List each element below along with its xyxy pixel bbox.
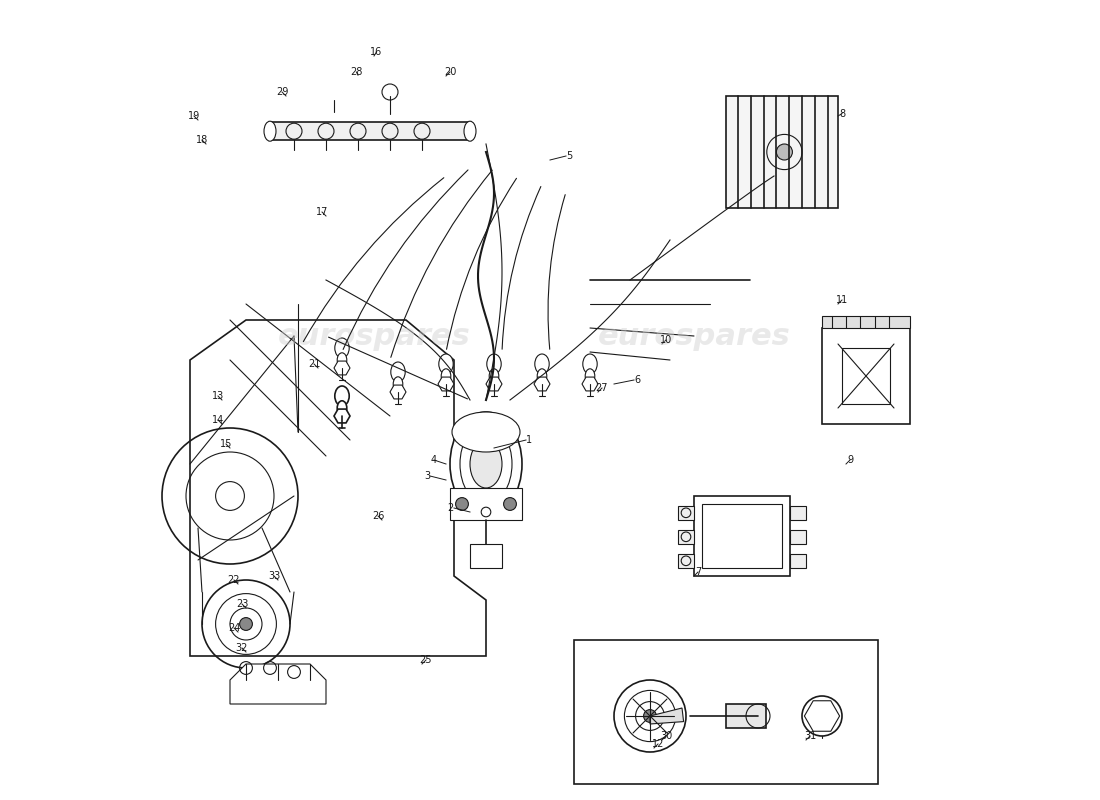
Text: 3: 3 — [424, 471, 430, 481]
Ellipse shape — [390, 362, 405, 382]
Bar — [790, 554, 806, 568]
Polygon shape — [650, 708, 683, 724]
Text: 11: 11 — [836, 295, 848, 305]
Text: 7: 7 — [695, 567, 701, 577]
Text: 21: 21 — [308, 359, 320, 369]
Text: 13: 13 — [212, 391, 224, 401]
Polygon shape — [486, 377, 502, 391]
Text: 18: 18 — [196, 135, 208, 145]
Ellipse shape — [338, 401, 346, 415]
Text: 33: 33 — [268, 571, 280, 581]
Text: 9: 9 — [847, 455, 854, 465]
Circle shape — [504, 498, 516, 510]
Polygon shape — [230, 664, 326, 704]
Ellipse shape — [487, 354, 502, 374]
Ellipse shape — [264, 122, 276, 141]
Text: 23: 23 — [235, 599, 249, 609]
Text: 14: 14 — [212, 415, 224, 425]
Text: 2: 2 — [448, 503, 454, 513]
Bar — [702, 504, 782, 568]
Ellipse shape — [441, 369, 451, 383]
Bar — [842, 348, 890, 404]
Text: 27: 27 — [596, 383, 608, 393]
Text: 15: 15 — [220, 439, 232, 449]
Text: eurospares: eurospares — [277, 322, 471, 350]
Bar — [790, 530, 806, 544]
Text: 1: 1 — [526, 435, 532, 445]
Circle shape — [216, 482, 244, 510]
Bar — [470, 544, 502, 568]
Text: 6: 6 — [634, 375, 640, 385]
Polygon shape — [534, 377, 550, 391]
Bar — [790, 506, 806, 520]
Text: eurospares: eurospares — [597, 322, 791, 350]
Polygon shape — [334, 409, 350, 423]
Circle shape — [777, 144, 792, 160]
Bar — [574, 640, 878, 784]
Polygon shape — [804, 701, 839, 731]
Bar — [678, 554, 694, 568]
Text: 20: 20 — [443, 67, 456, 77]
Ellipse shape — [450, 412, 522, 516]
Ellipse shape — [439, 354, 453, 374]
Ellipse shape — [583, 354, 597, 374]
Bar — [678, 530, 694, 544]
Ellipse shape — [334, 386, 349, 406]
Text: 30: 30 — [660, 731, 672, 741]
Ellipse shape — [338, 353, 346, 367]
Ellipse shape — [490, 369, 498, 383]
Ellipse shape — [585, 369, 595, 383]
Ellipse shape — [334, 338, 349, 358]
Text: 29: 29 — [276, 87, 288, 97]
Text: 8: 8 — [839, 109, 845, 118]
Text: 16: 16 — [371, 47, 383, 57]
Ellipse shape — [470, 440, 502, 488]
Bar — [726, 96, 838, 208]
Polygon shape — [438, 377, 454, 391]
Bar — [678, 506, 694, 520]
Text: 24: 24 — [228, 623, 240, 633]
Bar — [726, 704, 766, 728]
Text: 19: 19 — [188, 111, 200, 121]
Ellipse shape — [460, 424, 512, 504]
Bar — [270, 122, 470, 140]
Text: 22: 22 — [228, 575, 240, 585]
Text: 10: 10 — [660, 335, 672, 345]
Circle shape — [455, 498, 469, 510]
Bar — [694, 496, 790, 576]
Polygon shape — [582, 377, 598, 391]
Ellipse shape — [535, 354, 549, 374]
Text: 5: 5 — [566, 151, 572, 161]
Text: 26: 26 — [372, 511, 384, 521]
Ellipse shape — [452, 412, 520, 452]
Polygon shape — [190, 320, 486, 656]
Circle shape — [240, 618, 252, 630]
Ellipse shape — [537, 369, 547, 383]
Ellipse shape — [464, 122, 476, 141]
Polygon shape — [390, 385, 406, 399]
Circle shape — [644, 710, 657, 722]
Polygon shape — [334, 361, 350, 375]
Text: 31: 31 — [804, 731, 816, 741]
Text: 4: 4 — [431, 455, 437, 465]
Bar — [822, 316, 910, 328]
Bar — [450, 488, 522, 520]
Text: 17: 17 — [316, 207, 328, 217]
Text: 32: 32 — [235, 643, 249, 653]
Ellipse shape — [393, 377, 403, 391]
Bar — [822, 328, 910, 424]
Text: 28: 28 — [350, 67, 363, 77]
Text: 25: 25 — [420, 655, 432, 665]
Text: 12: 12 — [652, 739, 664, 749]
